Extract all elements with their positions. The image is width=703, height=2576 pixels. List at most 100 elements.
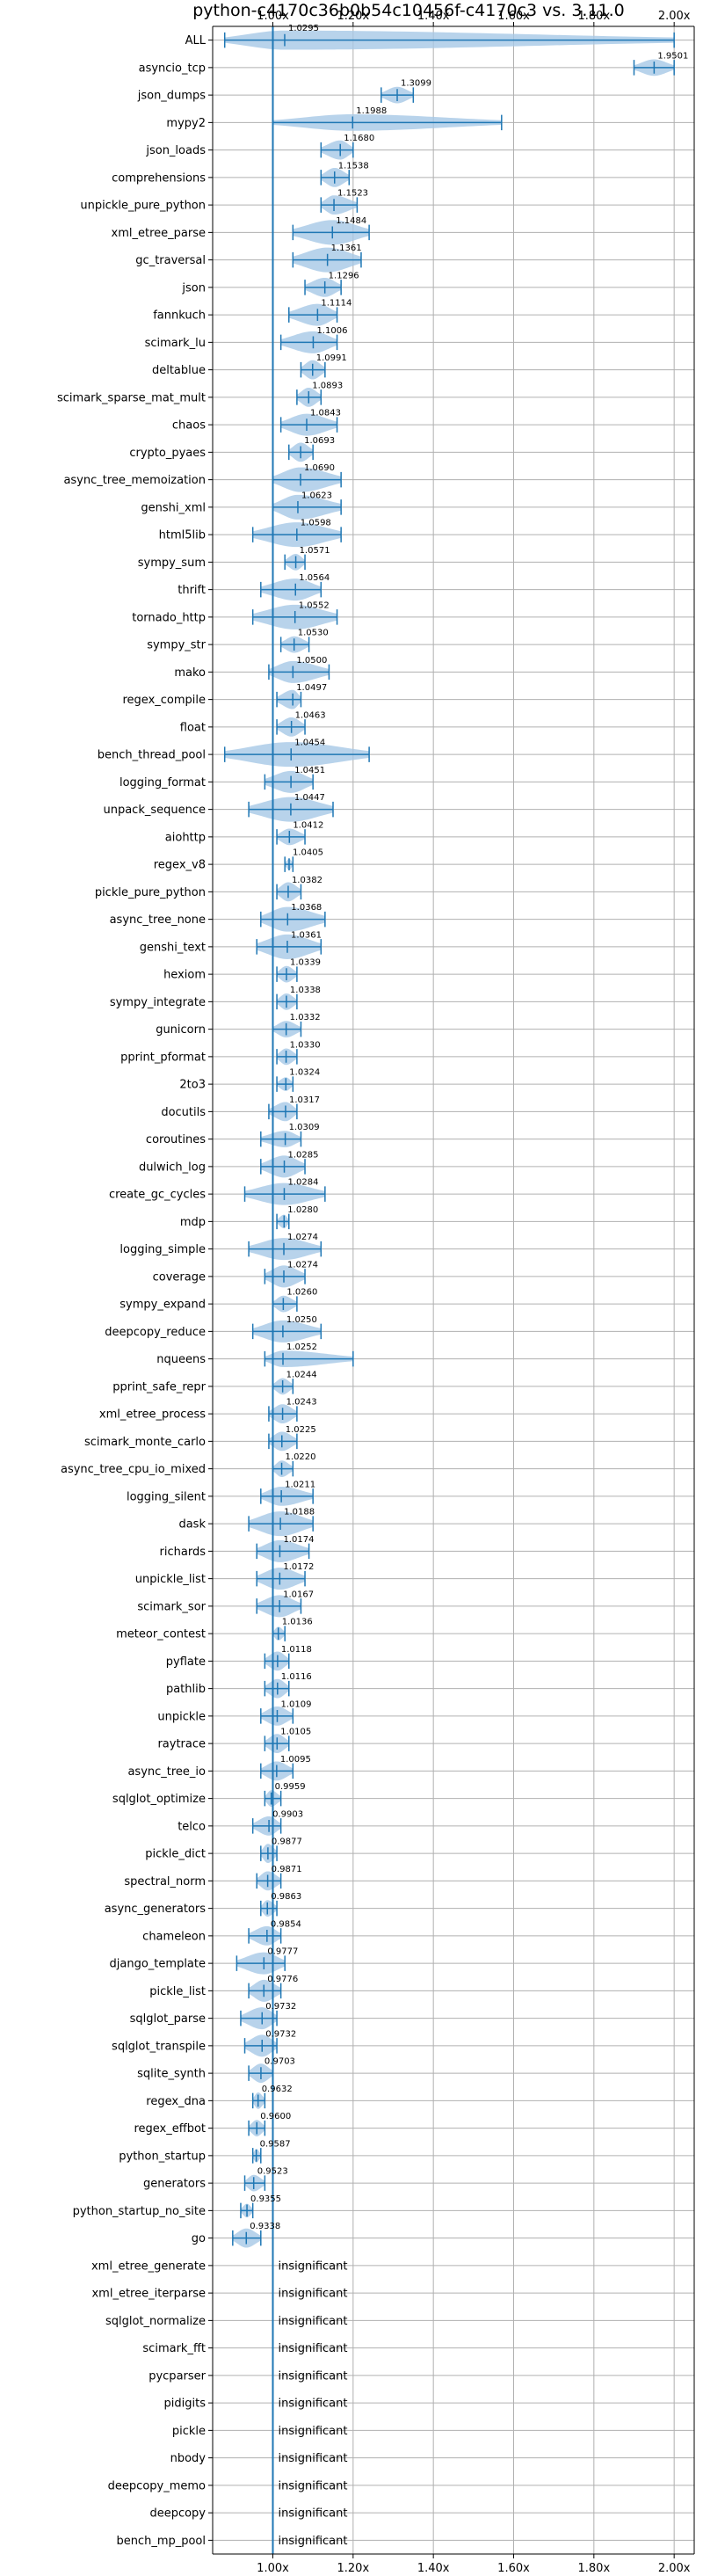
benchmark-label-nqueens: nqueens	[156, 1353, 206, 1366]
insignificant-label-xml-etree-generate: insignificant	[279, 2259, 348, 2273]
benchmark-label-xml-etree-process: xml_etree_process	[99, 1408, 206, 1422]
benchmark-label-async-tree-cpu-io-mixed: async_tree_cpu_io_mixed	[61, 1463, 206, 1476]
value-label-django-template: 0.9777	[267, 1947, 298, 1957]
value-label-deepcopy-reduce: 1.0250	[286, 1315, 317, 1325]
tick-label-top-2-00x: 2.00x	[658, 10, 691, 23]
value-label-tornado-http: 1.0552	[299, 600, 330, 610]
benchmark-label-pyflate: pyflate	[166, 1655, 206, 1669]
benchmark-label-thrift: thrift	[178, 584, 206, 597]
value-label-dask: 1.0188	[284, 1508, 315, 1517]
value-label-xml-etree-process: 1.0243	[286, 1398, 317, 1408]
benchmark-label-asyncio-tcp: asyncio_tcp	[139, 62, 206, 75]
benchmark-label-regex-compile: regex_compile	[122, 694, 206, 707]
benchmark-label-scimark-lu: scimark_lu	[145, 337, 206, 350]
value-label-genshi-xml: 1.0623	[301, 491, 332, 500]
value-label-richards: 1.0174	[283, 1535, 314, 1545]
value-label-json-loads: 1.1680	[344, 134, 374, 143]
benchmark-label-sqlglot-optimize: sqlglot_optimize	[112, 1793, 206, 1806]
tick-label-bottom-1-80x: 1.80x	[578, 2562, 611, 2575]
benchmark-label-logging-silent: logging_silent	[127, 1490, 206, 1503]
benchmark-label-xml-etree-generate: xml_etree_generate	[91, 2259, 206, 2273]
benchmark-label-pprint-safe-repr: pprint_safe_repr	[112, 1380, 206, 1394]
value-label-scimark-monte-carlo: 1.0225	[286, 1425, 316, 1435]
benchmark-label-sympy-expand: sympy_expand	[120, 1299, 206, 1312]
benchmark-label-json-loads: json_loads	[145, 144, 206, 157]
benchmark-label-pickle-pure-python: pickle_pure_python	[95, 886, 206, 899]
benchmark-label-nbody: nbody	[170, 2452, 207, 2465]
benchmark-label-gc-traversal: gc_traversal	[135, 254, 206, 267]
benchmark-label-python-startup-no-site: python_startup_no_site	[73, 2205, 206, 2218]
benchmark-label-float: float	[180, 721, 206, 734]
value-label-unpack-sequence: 1.0447	[294, 793, 325, 803]
value-label-coroutines: 1.0309	[289, 1123, 320, 1132]
value-label-xml-etree-parse: 1.1484	[336, 216, 366, 226]
value-label-pickle-pure-python: 1.0382	[292, 876, 323, 885]
benchmark-label-logging-format: logging_format	[120, 776, 206, 790]
benchmark-label-django-template: django_template	[110, 1958, 206, 1971]
benchmark-label-sqlglot-parse: sqlglot_parse	[130, 2012, 206, 2026]
benchmark-label-bench-mp-pool: bench_mp_pool	[116, 2535, 206, 2548]
value-label-sympy-str: 1.0530	[298, 629, 329, 638]
benchmark-label-pickle-dict: pickle_dict	[145, 1848, 206, 1861]
benchmark-label-pickle-list: pickle_list	[149, 1985, 206, 1998]
value-label-mdp: 1.0280	[287, 1205, 318, 1215]
benchmark-label-aiohttp: aiohttp	[165, 831, 206, 844]
value-label-thrift: 1.0564	[299, 573, 330, 583]
benchmark-label-pidigits: pidigits	[164, 2398, 207, 2411]
benchmark-label-html5lib: html5lib	[159, 529, 206, 542]
insignificant-label-bench-mp-pool: insignificant	[279, 2535, 348, 2548]
value-label-sqlglot-optimize: 0.9959	[275, 1782, 306, 1792]
value-label-regex-dna: 0.9632	[262, 2085, 293, 2094]
benchmark-label-pycparser: pycparser	[149, 2369, 206, 2383]
value-label-nqueens: 1.0252	[286, 1343, 317, 1352]
benchmark-label-async-tree-none: async_tree_none	[110, 913, 206, 927]
benchmark-label-sqlite-synth: sqlite_synth	[137, 2068, 206, 2081]
benchmark-label-chameleon: chameleon	[142, 1930, 206, 1943]
value-label-regex-v8: 1.0405	[293, 848, 323, 858]
value-label-sympy-sum: 1.0571	[300, 546, 330, 556]
value-label-unpickle: 1.0109	[280, 1699, 311, 1709]
value-label-genshi-text: 1.0361	[291, 930, 322, 940]
value-label-pyflate: 1.0118	[281, 1645, 312, 1655]
insignificant-label-pidigits: insignificant	[279, 2398, 348, 2411]
value-label-json: 1.1296	[329, 271, 359, 280]
benchmark-label-all: ALL	[185, 34, 207, 47]
benchmark-label-docutils: docutils	[161, 1106, 206, 1119]
tick-label-top-1-60x: 1.60x	[497, 10, 530, 23]
benchmark-label-deepcopy-memo: deepcopy_memo	[108, 2479, 206, 2492]
benchmark-label-regex-v8: regex_v8	[154, 859, 206, 872]
chart-title: python-c4170c36b0b54c10456f-c4170c3 vs. …	[192, 1, 625, 20]
benchmark-label-coverage: coverage	[153, 1270, 206, 1284]
value-label-pickle-list: 0.9776	[267, 1975, 298, 1984]
insignificant-label-scimark-fft: insignificant	[279, 2342, 348, 2355]
benchmark-label-spectral-norm: spectral_norm	[124, 1875, 206, 1888]
benchmark-label-sympy-str: sympy_str	[147, 639, 206, 652]
benchmark-label-genshi-text: genshi_text	[140, 941, 206, 954]
value-label-sqlglot-parse: 0.9732	[265, 2002, 296, 2012]
benchmark-label-unpickle: unpickle	[157, 1710, 206, 1723]
value-label-mako: 1.0500	[296, 656, 327, 666]
value-label-logging-silent: 1.0211	[285, 1480, 315, 1489]
value-label-pprint-safe-repr: 1.0244	[286, 1370, 317, 1379]
value-label-float: 1.0463	[295, 710, 326, 720]
benchmark-label-deepcopy-reduce: deepcopy_reduce	[105, 1326, 206, 1339]
label-layer: 1.00x 1.00x 1.20x 1.20x 1.40x 1.40x 1.60x 1.60x…	[57, 10, 691, 2575]
insignificant-label-pickle: insignificant	[279, 2425, 348, 2438]
value-label-scimark-lu: 1.1006	[316, 326, 347, 336]
benchmark-label-gunicorn: gunicorn	[156, 1023, 206, 1037]
insignificant-label-xml-etree-iterparse: insignificant	[279, 2288, 348, 2301]
value-label-asyncio-tcp: 1.9501	[657, 51, 688, 61]
benchmark-label-coroutines: coroutines	[146, 1133, 206, 1146]
benchmark-label-scimark-sparse-mat-mult: scimark_sparse_mat_mult	[57, 391, 206, 404]
value-label-sympy-integrate: 1.0338	[290, 986, 321, 995]
benchmark-label-bench-thread-pool: bench_thread_pool	[98, 749, 206, 762]
value-label-fannkuch: 1.1114	[321, 299, 352, 309]
insignificant-label-deepcopy-memo: insignificant	[279, 2479, 348, 2492]
value-label-pprint-pformat: 1.0330	[290, 1040, 321, 1050]
benchmark-label-regex-effbot: regex_effbot	[134, 2122, 206, 2136]
benchmark-label-chaos: chaos	[172, 419, 206, 433]
benchmark-label-sqlglot-transpile: sqlglot_transpile	[112, 2040, 206, 2053]
value-label-sympy-expand: 1.0260	[286, 1288, 317, 1298]
insignificant-label-nbody: insignificant	[279, 2452, 348, 2465]
